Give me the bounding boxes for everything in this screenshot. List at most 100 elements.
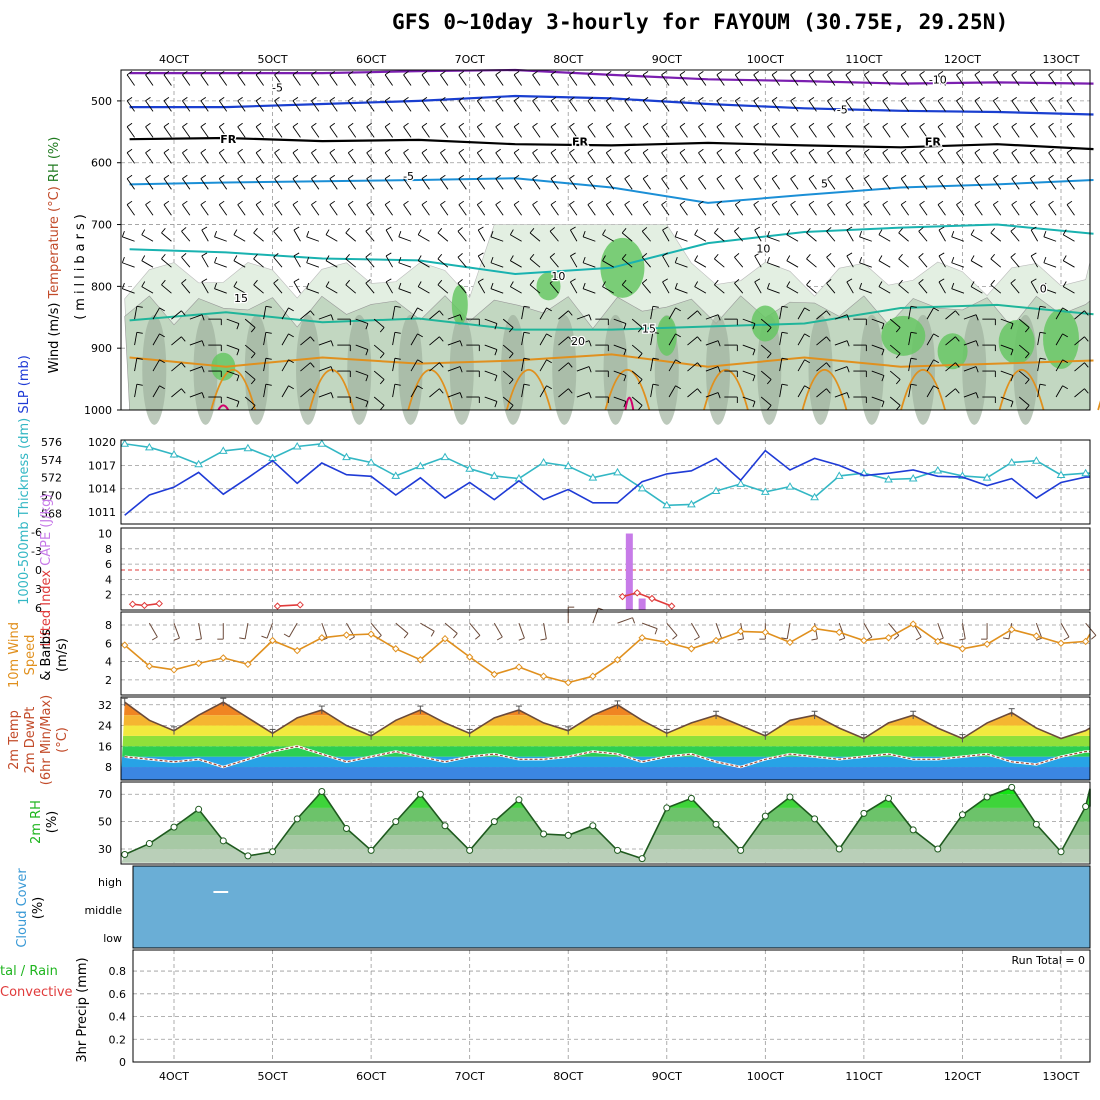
wind-barb-shaft <box>495 178 504 190</box>
wind-barb <box>292 174 301 190</box>
wind-barb <box>513 148 522 164</box>
wind-barb-shaft <box>662 255 670 268</box>
wind-barb-shaft <box>570 281 578 294</box>
wind-barb-shaft <box>385 255 393 268</box>
wind-barb-flag <box>956 200 962 205</box>
wind-barb <box>937 96 946 112</box>
wind-barb-shaft <box>384 74 393 86</box>
wind-barb-shaft <box>532 178 541 190</box>
wind-barb-shaft <box>1029 74 1039 86</box>
wind-barb-shaft <box>122 236 135 242</box>
wind-barb <box>218 96 228 112</box>
wind-barb-shaft <box>816 388 827 398</box>
wind-barb-flag <box>569 200 575 205</box>
wind-barb-flag <box>490 230 494 237</box>
wind-barb-flag <box>439 362 444 368</box>
wind-barb-shaft <box>218 178 228 190</box>
wind-barb-shaft <box>974 152 983 164</box>
wind-barb-shaft <box>495 152 504 164</box>
wind-barb <box>1018 344 1030 359</box>
wind-barb-shaft <box>292 74 301 86</box>
wind-barb-flag <box>752 401 756 408</box>
wind-barb-shaft <box>189 392 203 398</box>
wind-barb-flag <box>956 122 962 128</box>
wind-barb <box>509 281 522 294</box>
wind-barb <box>827 122 836 138</box>
wind-barb-flag <box>735 174 741 180</box>
wind-barb-shaft <box>889 396 901 406</box>
wind-barb <box>970 281 983 294</box>
wind-barb-shaft <box>410 385 418 398</box>
wind-barb-10m-flag <box>959 638 966 641</box>
wind-barb <box>982 370 996 378</box>
wind-barb <box>152 385 165 398</box>
wind-barb-flag <box>933 359 939 364</box>
wind-barb <box>734 253 744 268</box>
wind-barb-shaft <box>771 178 780 190</box>
wind-barb-flag <box>881 323 885 330</box>
wind-barb-shaft <box>992 178 1002 190</box>
wind-barb-shaft <box>384 126 393 138</box>
wind-barb-shaft <box>476 126 486 138</box>
wind-barb-flag <box>136 305 143 308</box>
wind-barb <box>624 200 633 216</box>
wind-barb-flag <box>366 148 372 154</box>
wind-barb-flag <box>679 122 686 128</box>
cape-bar <box>638 598 646 610</box>
wind-barb-10m-shaft <box>715 622 722 639</box>
wind-barb <box>126 70 135 86</box>
isotherm-25 <box>505 368 552 411</box>
wind-barb-shaft <box>900 152 910 164</box>
wind-barb-flag <box>348 122 354 128</box>
wind-barb <box>550 70 559 86</box>
wind-speed-line-point <box>490 670 499 679</box>
wind-barb-flag <box>827 148 833 154</box>
wind-barb-flag <box>437 279 443 286</box>
wind-barb-flag <box>274 70 280 76</box>
wind-speed-line-point <box>835 628 843 637</box>
wind-barb-shaft <box>171 362 182 372</box>
wind-barb-10m-shaft <box>690 622 700 638</box>
wind-barb-10m <box>1035 622 1043 641</box>
wind-barb-flag <box>951 282 955 289</box>
wind-barb <box>466 396 480 404</box>
date-label-bottom: 10OCT <box>747 1070 784 1083</box>
wind-barb <box>859 282 872 294</box>
wind-barb-flag <box>250 327 256 333</box>
wind-barb <box>613 396 627 408</box>
wind-barb-flag <box>661 122 667 128</box>
wind-barb-flag <box>975 392 979 399</box>
cape-tick-label: 4 <box>105 573 112 586</box>
wind-barb-shaft <box>760 396 772 406</box>
wind-barb-flag <box>121 282 125 289</box>
rh-shading-dark <box>244 314 269 425</box>
wind-barb-shaft <box>974 100 983 112</box>
wind-barb-flag <box>806 253 811 260</box>
wind-barb-shaft <box>410 333 418 346</box>
wind-barb-shaft <box>687 336 698 346</box>
wind-barb-flag <box>804 359 810 364</box>
wind-barb-shaft <box>345 232 357 242</box>
wind-barb-shaft <box>1029 126 1039 138</box>
wind-barb-flag <box>910 331 917 334</box>
rh-line-point <box>490 818 498 826</box>
wind-barb-shaft <box>421 204 430 216</box>
wind-barb <box>853 396 867 404</box>
temp-band <box>121 715 1090 726</box>
wind-barb-10m-shaft <box>198 623 202 639</box>
wind-barb <box>347 148 357 164</box>
wind-barb-flag <box>845 96 852 102</box>
wind-barb <box>521 305 530 320</box>
rh-line-point <box>934 845 942 853</box>
wind-barb <box>337 344 351 352</box>
rh-line-point <box>811 815 819 823</box>
wind-barb-flag <box>201 278 208 283</box>
wind-barb-flag <box>1062 359 1068 364</box>
wind-barb <box>806 227 817 242</box>
wind-barb <box>974 122 983 138</box>
wind-barb <box>871 344 885 356</box>
wind-barb-flag <box>588 340 592 347</box>
wind-barb-flag <box>437 253 443 260</box>
wind-barb <box>539 385 552 398</box>
wind-barb-flag <box>145 174 151 180</box>
